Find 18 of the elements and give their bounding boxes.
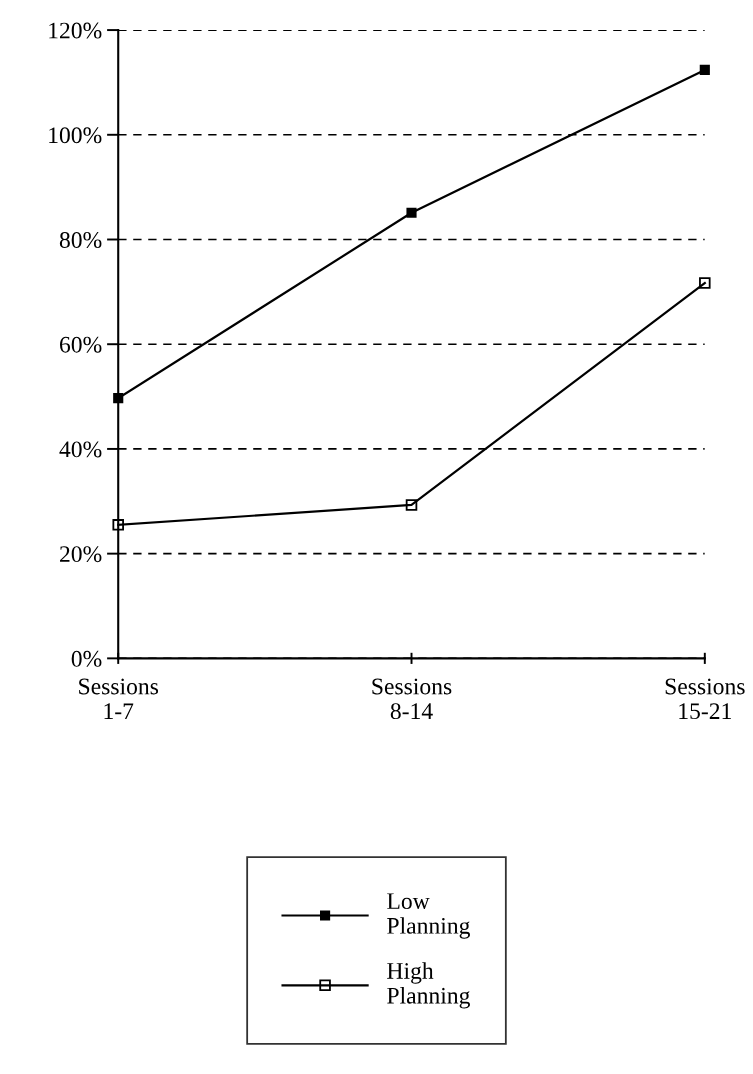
point: [113, 393, 124, 404]
point: [112, 519, 124, 531]
x-tick-label: Sessions 1-7: [79, 678, 159, 719]
legend-label: High Planning: [387, 962, 470, 1009]
y-tick-label: 80%: [59, 231, 102, 248]
y-tick-label: 0%: [71, 650, 102, 667]
y-tick-label: 40%: [59, 441, 102, 458]
y-tick-label: 60%: [59, 336, 102, 353]
point: [406, 207, 417, 218]
x-tick-label: Sessions 8-14: [372, 678, 452, 720]
point: [699, 64, 710, 75]
point: [405, 499, 418, 511]
legend-label: Low Planning: [387, 893, 470, 939]
y-tick-label: 20%: [60, 546, 102, 563]
x-tick-label: Sessions 15-21: [665, 678, 745, 720]
y-tick-label: 120%: [49, 22, 102, 39]
y-tick-label: 100%: [49, 127, 102, 144]
point: [699, 277, 711, 289]
